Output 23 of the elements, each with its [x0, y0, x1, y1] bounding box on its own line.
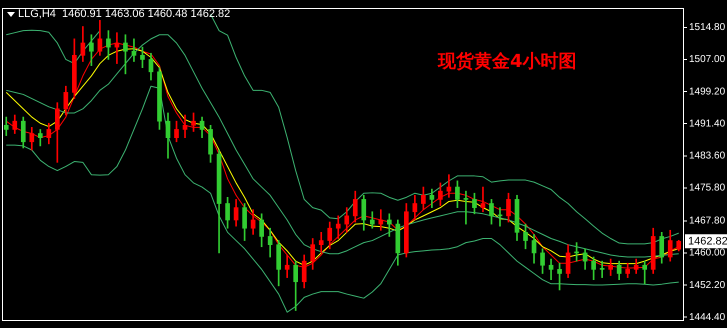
annotation: LLG,H4 1460.91 1463.06 1460.48 1462.82: [18, 8, 230, 20]
candlestick: [123, 34, 128, 74]
y-tick-label: 1514.80: [689, 22, 726, 34]
candlestick: [191, 112, 196, 132]
candlestick: [182, 114, 188, 138]
candlestick: [498, 207, 502, 226]
y-tick-label: 1507.00: [689, 54, 726, 66]
y-tick-label: 1491.40: [689, 118, 726, 130]
y-tick-label: 1444.40: [689, 312, 726, 323]
y-tick-label: 1475.80: [689, 182, 726, 194]
text: 现货黄金4小时图: [438, 50, 577, 73]
candlestick: [140, 46, 145, 68]
y-tick-label: 1499.20: [689, 86, 726, 98]
candlestick: [132, 38, 136, 62]
candlestick: [464, 190, 468, 224]
candlestick: [557, 262, 562, 290]
y-tick-label: 1483.60: [689, 150, 726, 162]
candlestick: [480, 186, 486, 212]
y-tick-label: 1460.00: [689, 248, 726, 259]
y-tick-label: 1467.80: [689, 216, 726, 227]
y-tick-label: 1452.20: [689, 280, 726, 291]
text: 1462.82: [688, 235, 727, 248]
candlestick: [548, 258, 554, 280]
